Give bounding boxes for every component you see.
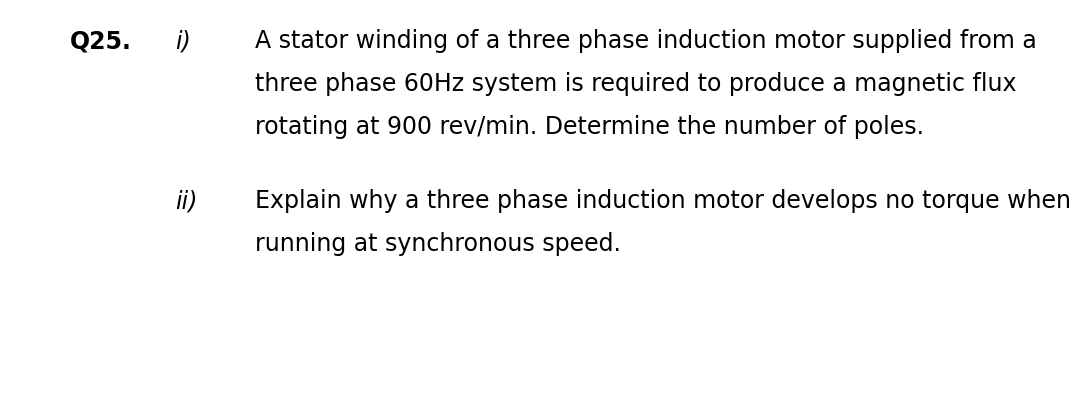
Text: A stator winding of a three phase induction motor supplied from a: A stator winding of a three phase induct… — [255, 29, 1037, 53]
Text: three phase 60Hz system is required to produce a magnetic flux: three phase 60Hz system is required to p… — [255, 72, 1016, 96]
Text: Explain why a three phase induction motor develops no torque when: Explain why a three phase induction moto… — [255, 189, 1071, 213]
Text: running at synchronous speed.: running at synchronous speed. — [255, 232, 621, 256]
Text: ii): ii) — [175, 189, 198, 213]
Text: Q25.: Q25. — [70, 29, 132, 53]
Text: i): i) — [175, 29, 191, 53]
Text: rotating at 900 rev/min. Determine the number of poles.: rotating at 900 rev/min. Determine the n… — [255, 115, 924, 139]
